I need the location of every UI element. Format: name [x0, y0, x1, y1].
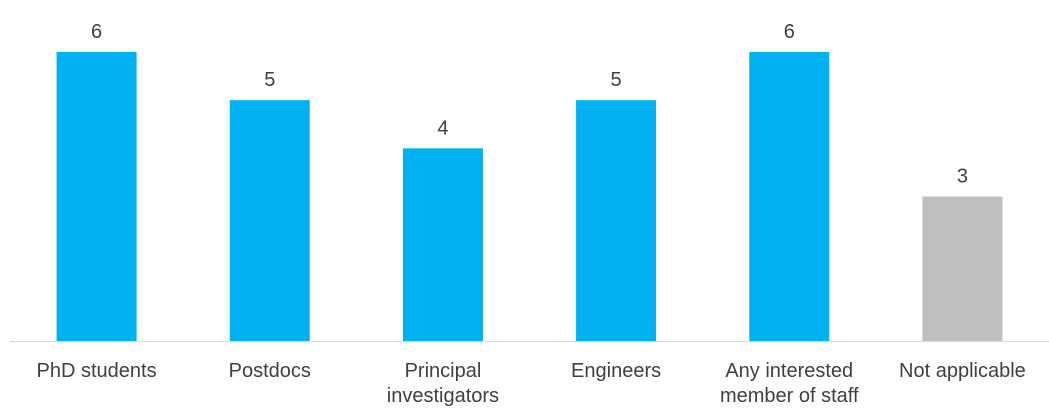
- category-label-3: Engineers: [571, 360, 661, 382]
- category-label-line: investigators: [387, 385, 499, 407]
- bar-1: [229, 100, 310, 341]
- bar-3: [576, 100, 657, 341]
- category-label-line: member of staff: [720, 385, 859, 407]
- bar-5: [922, 196, 1003, 341]
- value-labels-layer: 6 5 4 5 6 3: [91, 21, 968, 188]
- value-label-0: 6: [91, 21, 102, 43]
- category-label-line: Postdocs: [229, 360, 311, 382]
- value-label-1: 5: [264, 69, 275, 91]
- category-label-2: Principal investigators: [387, 360, 499, 407]
- value-label-3: 5: [611, 69, 622, 91]
- value-label-5: 3: [957, 166, 968, 188]
- category-label-line: PhD students: [37, 360, 157, 382]
- category-label-line: Not applicable: [899, 360, 1026, 382]
- category-label-line: Principal: [405, 360, 482, 382]
- category-label-4: Any interested member of staff: [720, 360, 859, 407]
- value-label-4: 6: [784, 21, 795, 43]
- category-label-line: Engineers: [571, 360, 661, 382]
- bar-4: [749, 52, 830, 341]
- category-label-5: Not applicable: [899, 360, 1026, 382]
- bars-layer: [56, 52, 1003, 341]
- category-labels-layer: PhD students Postdocs Principal investigato…: [37, 360, 1026, 407]
- value-label-2: 4: [437, 117, 448, 139]
- bar-0: [56, 52, 137, 341]
- category-label-1: Postdocs: [229, 360, 311, 382]
- bar-2: [402, 148, 483, 341]
- category-label-line: Any interested: [725, 360, 853, 382]
- category-label-0: PhD students: [37, 360, 157, 382]
